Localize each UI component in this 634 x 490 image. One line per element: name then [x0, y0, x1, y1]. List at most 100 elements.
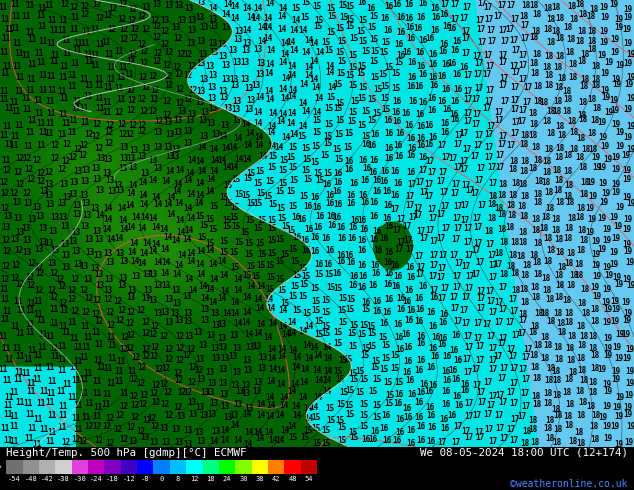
Text: 17: 17: [451, 438, 461, 446]
Text: 11: 11: [107, 333, 115, 342]
Text: 13: 13: [59, 214, 68, 222]
Text: 11: 11: [107, 354, 117, 363]
Text: 16: 16: [333, 200, 342, 210]
Text: 17: 17: [493, 352, 503, 362]
Text: 14: 14: [276, 366, 285, 375]
Text: 16: 16: [392, 117, 401, 126]
Text: 16: 16: [453, 85, 463, 94]
Text: 12: 12: [71, 435, 80, 443]
Text: 12: 12: [91, 132, 100, 141]
Text: 11: 11: [10, 412, 18, 421]
Text: 18: 18: [542, 63, 552, 72]
Text: 13: 13: [153, 128, 162, 137]
Text: 18: 18: [590, 317, 600, 326]
Text: 15: 15: [339, 388, 348, 396]
Text: 14: 14: [119, 217, 127, 225]
Text: 17: 17: [495, 163, 504, 172]
Text: 11: 11: [25, 1, 35, 10]
Text: 18: 18: [555, 293, 564, 301]
Text: 14: 14: [268, 319, 278, 328]
Text: 15: 15: [347, 329, 357, 338]
Text: 14: 14: [276, 117, 285, 125]
Text: 11: 11: [69, 25, 79, 34]
Text: 16: 16: [394, 152, 403, 161]
Text: 13: 13: [119, 143, 128, 152]
Text: 16: 16: [453, 356, 462, 365]
Text: 13: 13: [163, 144, 172, 152]
Text: 12: 12: [48, 286, 56, 294]
Text: 18: 18: [562, 388, 572, 397]
Text: 19: 19: [625, 345, 634, 354]
Text: 13: 13: [15, 228, 24, 237]
Text: 13: 13: [187, 398, 197, 407]
Text: 17: 17: [510, 15, 519, 24]
Text: 12: 12: [62, 140, 72, 149]
Text: 12: 12: [36, 176, 46, 186]
Text: 13: 13: [196, 403, 205, 412]
Text: 11: 11: [49, 57, 58, 66]
Text: 14: 14: [115, 234, 124, 243]
Text: 18: 18: [587, 37, 597, 46]
Text: 17: 17: [519, 317, 527, 325]
Text: 16: 16: [298, 216, 307, 224]
Text: 16: 16: [417, 340, 425, 348]
Text: 16: 16: [300, 236, 309, 245]
Text: 11: 11: [3, 62, 11, 72]
Text: 11: 11: [73, 343, 82, 352]
Text: 14: 14: [223, 310, 232, 318]
Text: 12: 12: [80, 1, 89, 11]
Text: 19: 19: [597, 245, 607, 254]
Text: 15: 15: [223, 181, 233, 190]
Text: 17: 17: [488, 272, 497, 282]
Text: 11: 11: [2, 376, 11, 385]
Text: 15: 15: [321, 296, 331, 305]
Text: 11: 11: [1, 34, 10, 43]
Text: 18: 18: [532, 400, 541, 409]
Text: 17: 17: [477, 304, 486, 313]
Text: 17: 17: [495, 108, 504, 117]
Text: 14: 14: [119, 224, 129, 234]
Text: 13: 13: [219, 378, 228, 388]
Text: 11: 11: [82, 413, 91, 422]
Text: 11: 11: [26, 387, 36, 396]
Text: 17: 17: [452, 283, 462, 292]
Text: 13: 13: [183, 293, 192, 301]
Text: 12: 12: [105, 414, 115, 423]
Text: 15: 15: [368, 23, 377, 32]
Text: 13: 13: [209, 39, 218, 48]
Text: 12: 12: [186, 345, 195, 354]
Text: 17: 17: [439, 251, 448, 260]
Bar: [301, 460, 317, 474]
Text: 19: 19: [623, 5, 633, 14]
Text: 18: 18: [580, 178, 590, 187]
Text: 18: 18: [529, 59, 539, 68]
Text: 17: 17: [484, 129, 493, 139]
Text: 15: 15: [288, 164, 298, 172]
Text: 11: 11: [0, 365, 8, 373]
Text: 13: 13: [196, 59, 205, 68]
Text: 42: 42: [272, 476, 280, 482]
Text: 13: 13: [171, 425, 180, 434]
Text: 12: 12: [120, 333, 129, 342]
Text: 12: 12: [14, 246, 23, 255]
Text: 12: 12: [44, 168, 53, 177]
Text: 14: 14: [301, 48, 310, 56]
Text: 17: 17: [464, 343, 474, 352]
Text: 12: 12: [127, 16, 136, 25]
Text: 14: 14: [313, 108, 322, 117]
Text: 17: 17: [487, 251, 496, 260]
Text: 11: 11: [60, 306, 68, 315]
Text: 13: 13: [93, 251, 102, 260]
Text: 19: 19: [612, 80, 622, 90]
Text: 17: 17: [495, 318, 504, 327]
Text: 15: 15: [334, 130, 344, 139]
Text: 11: 11: [34, 364, 42, 372]
Text: 11: 11: [91, 25, 100, 34]
Text: 13: 13: [211, 321, 221, 330]
Text: 12: 12: [164, 49, 174, 57]
Text: 14: 14: [131, 213, 141, 222]
Text: 18: 18: [495, 204, 503, 213]
Text: 15: 15: [205, 216, 215, 224]
Text: 16: 16: [372, 307, 382, 316]
Text: 13: 13: [45, 200, 54, 209]
